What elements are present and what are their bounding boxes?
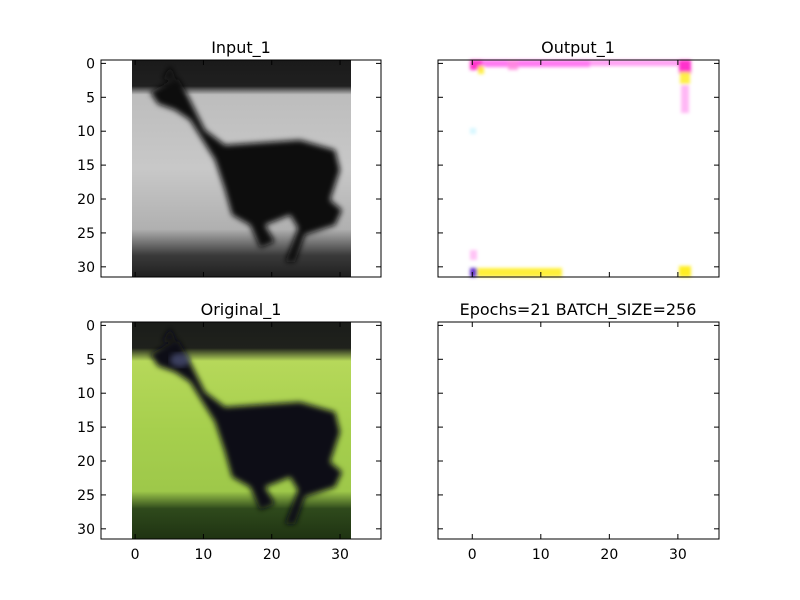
image-grayscale — [132, 60, 351, 277]
y-tick-label: 20 — [77, 454, 95, 470]
image-output — [470, 60, 691, 277]
y-tick-label: 10 — [77, 124, 95, 140]
subplot-output: Output_1 — [437, 38, 720, 278]
y-tick-label: 0 — [86, 318, 95, 334]
y-tick-label: 15 — [77, 158, 95, 174]
x-tick-label: 20 — [600, 547, 618, 563]
x-tick-label: 30 — [669, 547, 687, 563]
y-tick-label: 5 — [86, 90, 95, 106]
y-tick-label: 0 — [86, 56, 95, 72]
y-tick-label: 15 — [77, 420, 95, 436]
image-color — [132, 322, 351, 539]
axes-frame — [437, 321, 720, 540]
subplot-title: Output_1 — [541, 38, 615, 58]
x-tick-label: 10 — [532, 547, 550, 563]
axes-frame — [100, 59, 382, 278]
y-tick-label: 20 — [77, 192, 95, 208]
axes-frame — [100, 321, 382, 540]
y-tick-label: 25 — [77, 226, 95, 242]
subplot-original: Original_1 — [100, 300, 382, 540]
subplot-title: Input_1 — [211, 38, 271, 58]
x-tick-label: 0 — [468, 547, 477, 563]
y-tick-label: 30 — [77, 522, 95, 538]
x-tick-label: 10 — [195, 547, 213, 563]
x-tick-label: 0 — [131, 547, 140, 563]
tick-layer: 0 5 10 15 20 25 30 0 10 20 30 0 5 10 15 20 25 30 0 10 20 30 — [77, 56, 719, 563]
y-tick-label: 5 — [86, 352, 95, 368]
subplot-empty: Epochs=21 BATCH_SIZE=256 — [437, 300, 720, 540]
x-tick-label: 20 — [263, 547, 281, 563]
y-tick-label: 10 — [77, 386, 95, 402]
subplot-title: Original_1 — [201, 300, 282, 320]
axes-frame — [437, 59, 720, 278]
subplot-input: Input_1 — [100, 38, 382, 278]
y-tick-label: 25 — [77, 488, 95, 504]
y-tick-label: 30 — [77, 260, 95, 276]
subplot-title: Epochs=21 BATCH_SIZE=256 — [460, 300, 697, 320]
x-tick-label: 30 — [331, 547, 349, 563]
